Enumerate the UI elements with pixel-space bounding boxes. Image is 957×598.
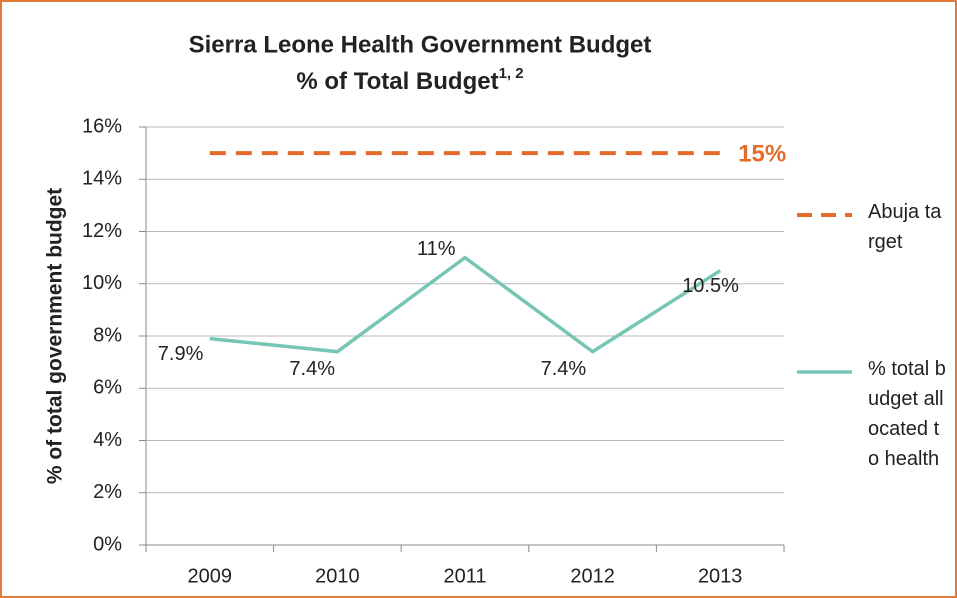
x-tick-label: 2011 xyxy=(443,565,486,587)
data-label: 7.4% xyxy=(541,358,587,380)
y-tick-label: 6% xyxy=(93,377,122,399)
data-label: 11% xyxy=(417,238,456,260)
y-tick-label: 12% xyxy=(82,220,122,242)
data-label: 15% xyxy=(738,140,786,167)
data-label: 10.5% xyxy=(682,275,739,297)
title-superscript: 1, 2 xyxy=(499,65,524,82)
legend-entry: Abuja target xyxy=(868,201,942,253)
y-tick-label: 14% xyxy=(82,168,122,190)
x-tick-label: 2009 xyxy=(188,565,233,587)
data-label: 7.9% xyxy=(158,343,204,365)
legend-entry: % total budget allocated to health xyxy=(868,358,946,470)
series-line xyxy=(209,255,722,354)
y-tick-label: 10% xyxy=(82,272,122,294)
data-label: 7.4% xyxy=(289,358,335,380)
legend-label: % total budget allocated to health xyxy=(868,358,946,470)
chart-title: % of Total Budget1, 2 xyxy=(296,65,523,95)
legend-label: Abuja target xyxy=(868,201,942,253)
y-tick-label: 2% xyxy=(93,481,122,503)
x-tick-label: 2010 xyxy=(315,565,360,587)
y-tick-label: 16% xyxy=(82,115,122,137)
y-axis-label: % of total government budget xyxy=(44,188,67,484)
chart-title-line: % of Total Budget xyxy=(296,68,498,95)
x-tick-label: 2013 xyxy=(698,565,743,587)
x-tick-label: 2012 xyxy=(570,565,615,587)
chart-title: Sierra Leone Health Government Budget xyxy=(189,31,652,58)
y-tick-label: 8% xyxy=(93,324,122,346)
y-tick-label: 0% xyxy=(93,533,122,555)
y-tick-label: 4% xyxy=(93,429,122,451)
